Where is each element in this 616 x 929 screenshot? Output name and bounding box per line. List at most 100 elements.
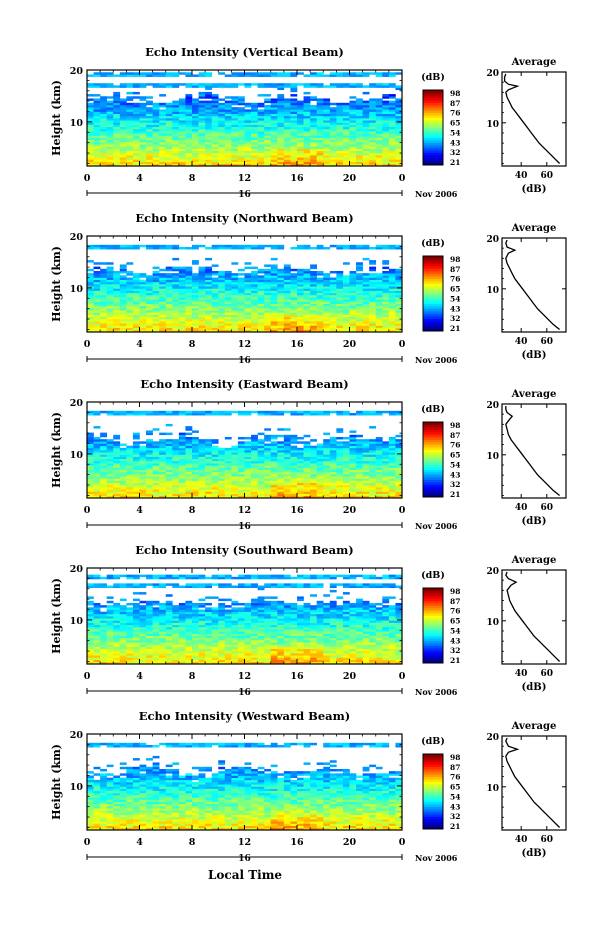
colorbar-segment — [423, 291, 443, 294]
heatmap-cell — [87, 454, 94, 457]
heatmap-cell — [192, 312, 199, 315]
heatmap-cell — [178, 118, 186, 121]
heatmap-cell — [100, 478, 107, 481]
heatmap-cell — [369, 290, 377, 294]
heatmap-cell — [283, 290, 291, 294]
heatmap-cell — [205, 111, 212, 114]
heatmap-cell — [146, 163, 153, 167]
heatmap-cell — [119, 109, 127, 112]
heatmap-cell — [198, 454, 206, 457]
heatmap-cell — [93, 493, 101, 497]
profile-frame — [501, 71, 567, 167]
heatmap-cell — [375, 74, 383, 77]
heatmap-cell — [237, 323, 245, 326]
heatmap-cell — [113, 476, 121, 479]
heatmap-cell — [316, 443, 324, 446]
colorbar-segment — [423, 256, 443, 259]
heatmap-cell — [349, 434, 357, 438]
heatmap-cell — [113, 484, 121, 488]
heatmap-cell — [323, 115, 331, 119]
heatmap-cell — [126, 102, 134, 106]
heatmap-cell — [303, 279, 311, 283]
heatmap-cell — [218, 487, 226, 490]
heatmap-cell — [303, 100, 311, 104]
heatmap-cell — [257, 491, 265, 494]
heatmap-cell — [257, 410, 265, 414]
heatmap-cell — [244, 133, 252, 136]
heatmap-cell — [146, 458, 153, 462]
heatmap-cell — [132, 301, 140, 304]
profile-x-tick-label: 40 — [515, 337, 528, 347]
heatmap-cell — [290, 111, 298, 114]
heatmap-cell — [323, 460, 331, 464]
heatmap-cell — [126, 312, 134, 315]
heatmap-cell — [113, 96, 121, 99]
heatmap-cell — [310, 310, 317, 313]
heatmap-cell — [303, 292, 311, 296]
heatmap-cell — [342, 476, 350, 479]
heatmap-cell — [113, 308, 121, 311]
heatmap-cell — [362, 91, 370, 95]
heatmap-cell — [349, 318, 357, 322]
heatmap-cell — [362, 493, 370, 497]
heatmap-cell — [277, 456, 285, 460]
heatmap-cell — [362, 72, 370, 75]
heatmap-cell — [139, 124, 147, 128]
heatmap-cell — [283, 454, 291, 457]
heatmap-cell — [336, 454, 344, 457]
heatmap-cell — [106, 139, 114, 143]
heatmap-cell — [356, 474, 363, 477]
heatmap-cell — [119, 155, 127, 158]
heatmap-cell — [132, 137, 140, 141]
x-tick-label: 20 — [343, 173, 357, 184]
heatmap-cell — [362, 484, 370, 488]
heatmap-cell — [119, 484, 127, 488]
heatmap-cell — [297, 495, 304, 499]
heatmap-cell — [211, 277, 219, 280]
heatmap-cell — [224, 133, 232, 136]
heatmap-cell — [132, 471, 140, 475]
heatmap-cell — [342, 137, 350, 141]
heatmap-cell — [100, 480, 107, 484]
heatmap-cell — [165, 133, 173, 136]
heatmap-cell — [283, 410, 291, 414]
heatmap-cell — [382, 122, 390, 125]
heatmap-cell — [106, 155, 114, 158]
heatmap-cell — [146, 131, 153, 134]
heatmap-cell — [152, 266, 160, 270]
heatmap-cell — [277, 115, 285, 119]
heatmap-cell — [382, 104, 390, 108]
heatmap-cell — [231, 126, 239, 130]
heatmap-cell — [342, 131, 350, 134]
heatmap-cell — [316, 152, 324, 156]
heatmap-cell — [297, 447, 304, 451]
heatmap-cell — [323, 482, 331, 486]
heatmap-cell — [270, 434, 278, 438]
heatmap-cell — [369, 469, 377, 473]
heatmap-cell — [316, 310, 324, 313]
heatmap-cell — [297, 128, 304, 132]
heatmap-cell — [198, 146, 206, 149]
heatmap-cell — [270, 284, 278, 287]
heatmap-cell — [231, 277, 239, 280]
heatmap-cell — [290, 94, 298, 97]
heatmap-cell — [329, 161, 337, 165]
heatmap-cell — [270, 482, 278, 486]
heatmap-cell — [395, 321, 403, 324]
heatmap-cell — [270, 161, 278, 165]
colorbar-segment — [423, 301, 443, 304]
heatmap-cell — [303, 247, 311, 250]
heatmap-cell — [323, 439, 331, 442]
heatmap-cell — [224, 288, 232, 291]
heatmap-cell — [178, 491, 186, 494]
heatmap-cell — [198, 128, 206, 132]
heatmap-cell — [132, 323, 140, 326]
heatmap-cell — [251, 469, 258, 473]
heatmap-cell — [323, 277, 331, 280]
heatmap-cell — [93, 482, 101, 486]
heatmap-cell — [211, 439, 219, 442]
heatmap-cell — [113, 471, 121, 475]
heatmap-cell — [283, 275, 291, 278]
heatmap-cell — [165, 244, 173, 248]
heatmap-cell — [224, 413, 232, 416]
